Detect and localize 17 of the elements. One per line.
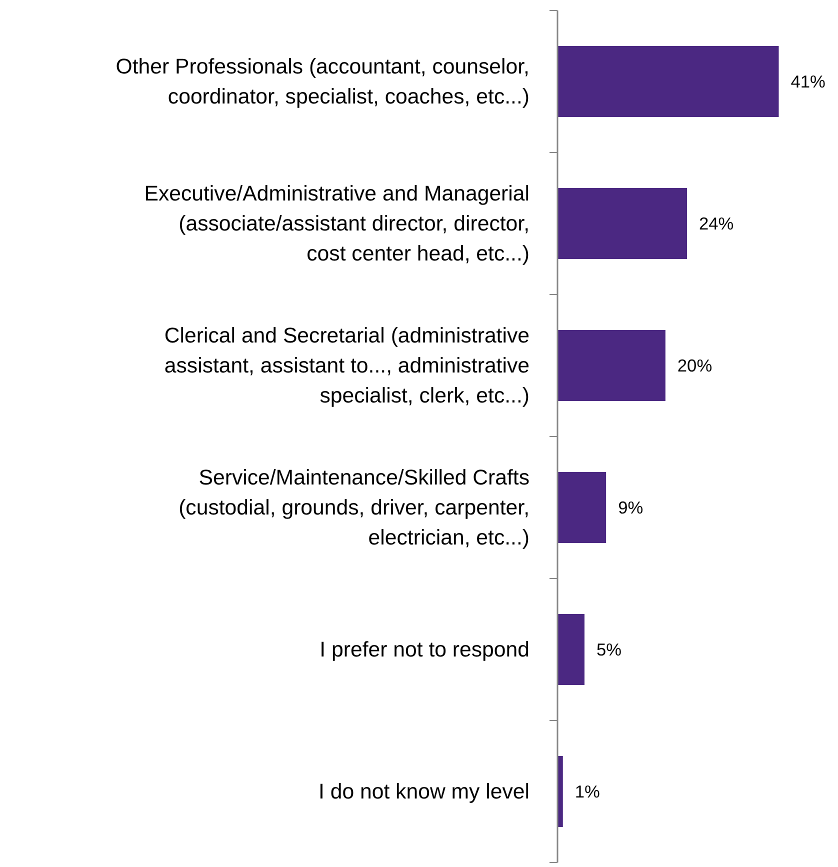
data-label: 1% (574, 782, 600, 802)
bar (558, 46, 779, 117)
y-tick-label: Clerical and Secretarial (administrative assistant, assistant to..., administrative specialist, clerk, etc...) (164, 324, 530, 408)
y-tick-label: Service/Maintenance/Skilled Crafts (custodial, grounds, driver, carpenter, electrician, etc...) (178, 466, 530, 550)
y-tick-label: I do not know my level (318, 780, 530, 804)
y-tick-label: I prefer not to respond (320, 638, 530, 662)
bar (558, 188, 688, 259)
data-label: 41% (790, 72, 826, 92)
y-tick-label: Other Professionals (accountant, counselor, coordinator, specialist, coaches, etc...) (116, 54, 530, 108)
data-label: 9% (618, 498, 644, 518)
bar (558, 330, 666, 401)
bar (558, 472, 606, 543)
bar (558, 614, 584, 685)
data-label: 20% (677, 356, 712, 376)
y-tick-label: Executive/Administrative and Managerial (associate/assistant director, director, cost center head, etc...) (144, 182, 530, 266)
data-label: 5% (596, 640, 622, 660)
data-label: 24% (699, 214, 734, 234)
